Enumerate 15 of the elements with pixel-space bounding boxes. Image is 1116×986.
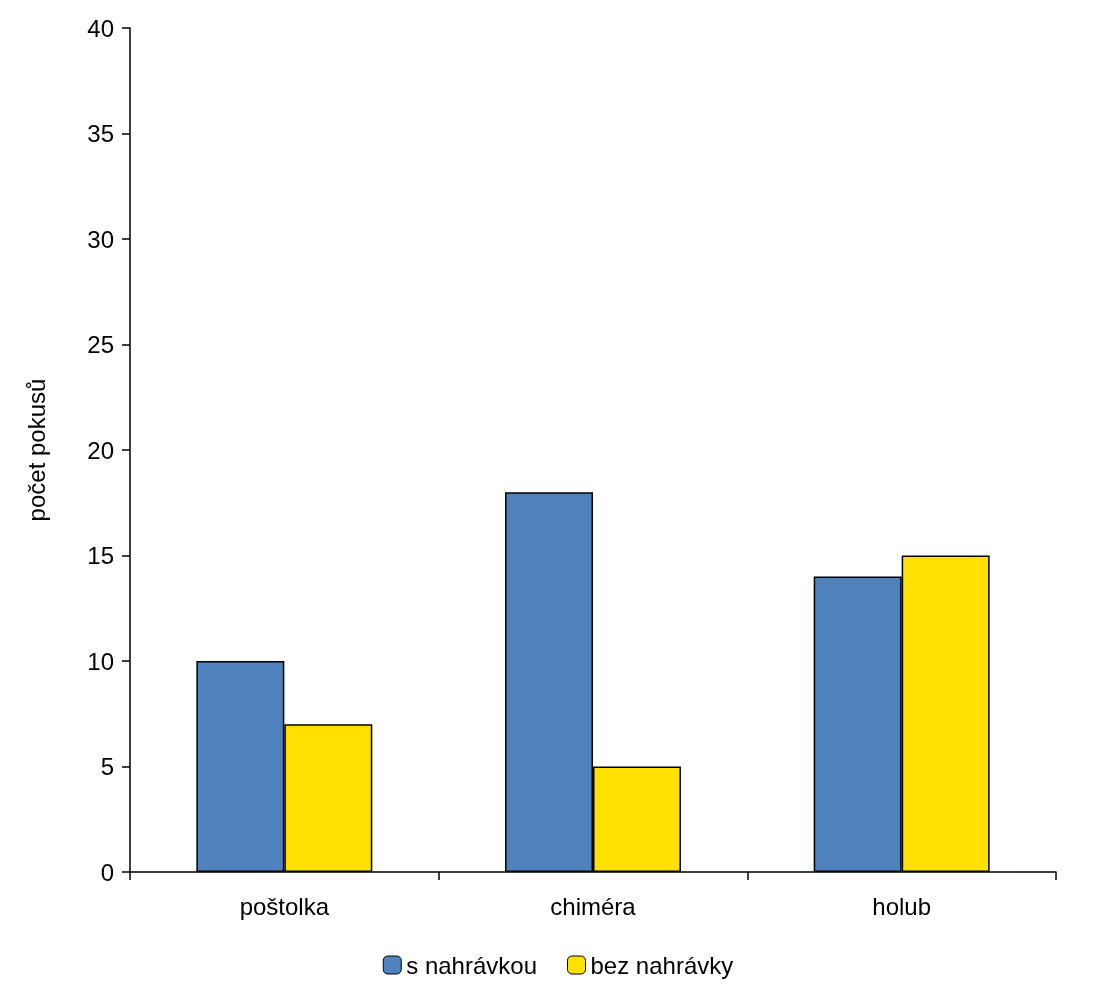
y-tick-label: 15 <box>87 542 114 569</box>
y-tick-label: 10 <box>87 647 114 675</box>
x-tick-label: chiméra <box>550 892 637 920</box>
y-tick-label: 0 <box>100 858 114 886</box>
y-tick-label: 20 <box>87 436 114 464</box>
y-axis-title: počet pokusů <box>22 378 50 522</box>
x-tick-label: holub <box>872 892 932 920</box>
y-tick-label: 5 <box>100 753 114 780</box>
legend-label: s nahrávkou <box>406 951 537 979</box>
legend-label: bez nahrávky <box>590 951 734 979</box>
y-tick-label: 30 <box>87 225 114 253</box>
y-tick-label: 40 <box>87 14 114 42</box>
y-tick-label: 25 <box>87 331 114 358</box>
x-tick-label: poštolka <box>239 892 330 920</box>
y-tick-label: 35 <box>87 120 114 147</box>
